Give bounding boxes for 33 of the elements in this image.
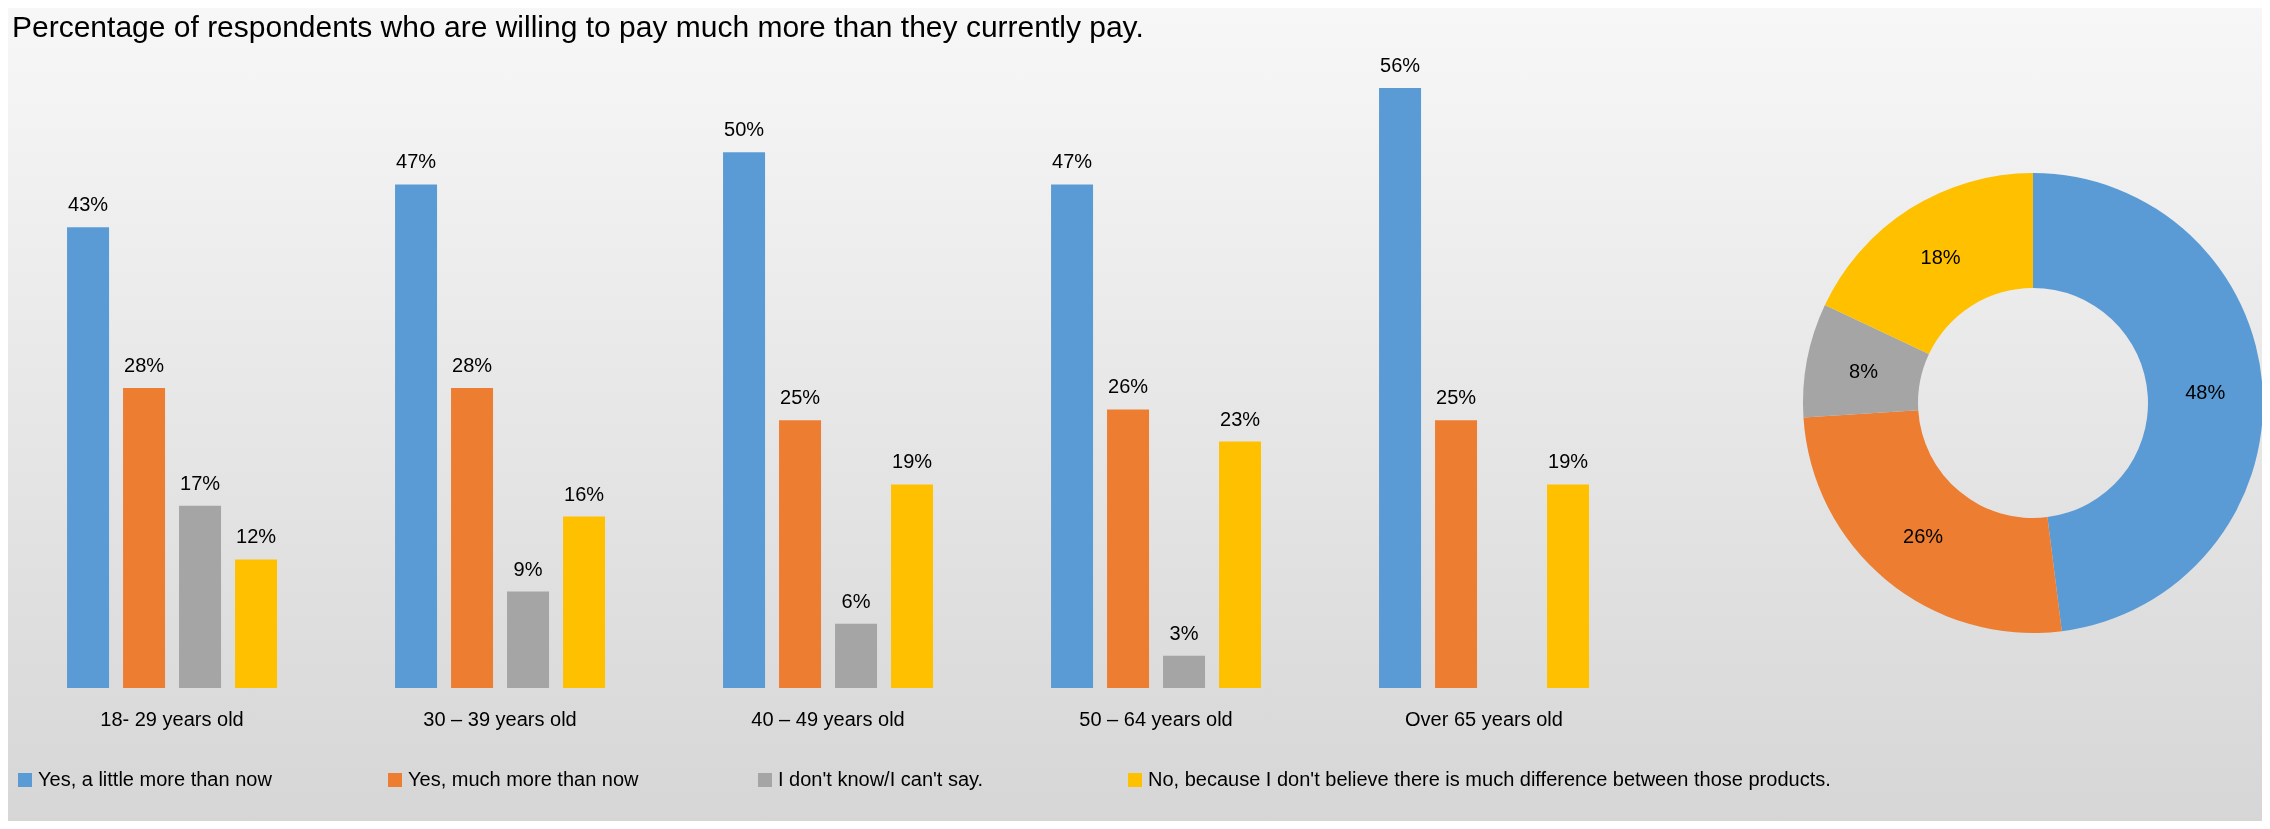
data-label: 9% [513, 557, 543, 580]
data-label: 17% [180, 471, 221, 494]
data-label: 25% [1436, 386, 1477, 409]
legend-label: Yes, much more than now [408, 768, 639, 791]
data-label: 28% [124, 354, 165, 376]
legend-label: Yes, a little more than now [38, 768, 272, 791]
data-label: 26% [1108, 375, 1149, 398]
data-label: 3% [1169, 621, 1199, 644]
data-label: 19% [1548, 450, 1589, 473]
data-label: 47% [396, 150, 437, 173]
x-tick-label: 30 – 39 years old [423, 708, 577, 731]
data-label: 48% [2185, 381, 2226, 404]
data-label: 47% [1052, 150, 1093, 173]
x-tick-label: Over 65 years old [1405, 708, 1563, 731]
x-tick-label: 18- 29 years old [100, 708, 244, 731]
data-label: 16% [564, 482, 605, 505]
data-label: 43% [68, 193, 109, 216]
data-label: 6% [841, 589, 871, 612]
data-label: 25% [780, 386, 821, 409]
legend-label: I don't know/I can't say. [778, 768, 984, 791]
data-label: 8% [1849, 359, 1879, 382]
data-label: 12% [236, 525, 277, 548]
legend-label: No, because I don't believe there is much difference between those products. [1148, 768, 1831, 791]
data-label: 23% [1220, 407, 1261, 430]
data-label: 28% [452, 354, 493, 376]
data-label: 19% [892, 450, 933, 473]
chart-title: Percentage of respondents who are willing to pay much more than they currently pay. [12, 10, 1144, 44]
data-label: 18% [1920, 246, 1961, 269]
x-tick-label: 40 – 49 years old [751, 708, 905, 731]
data-label: 26% [1903, 524, 1944, 547]
data-label: 50% [724, 118, 765, 141]
x-tick-label: 50 – 64 years old [1079, 708, 1233, 731]
data-label: 56% [1380, 54, 1421, 76]
